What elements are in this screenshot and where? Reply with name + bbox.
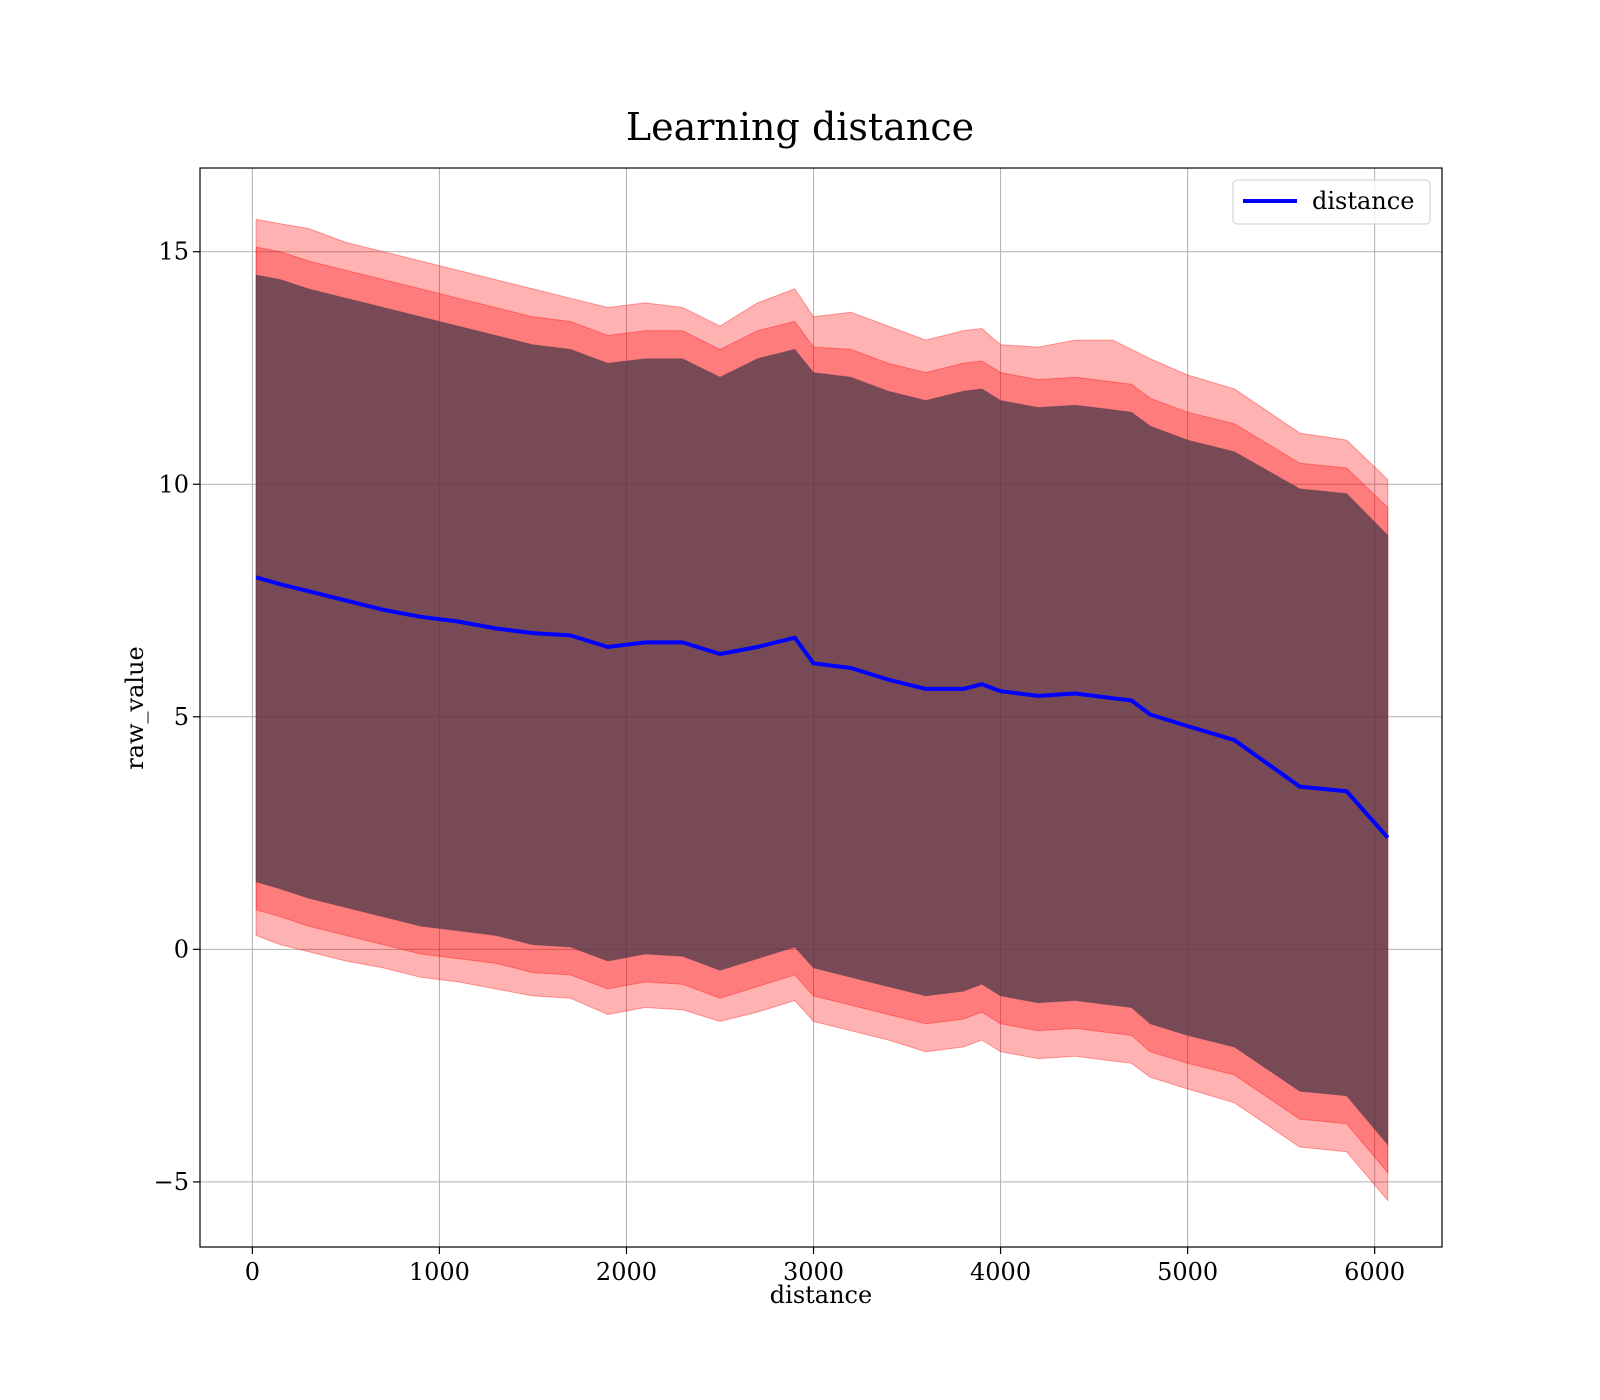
x-axis: 0 1000 2000 3000 4000 5000 6000 [245,1247,1405,1286]
series-line-distance [255,575,1390,840]
x-axis-label: distance [770,1281,872,1309]
x-tick-label: 4000 [970,1258,1031,1286]
y-axis-label: raw_value [121,646,149,770]
y-tick-label: 10 [158,470,189,498]
y-tick-label: 0 [174,935,189,963]
x-tick-label: 3000 [783,1258,844,1286]
series-lines [255,575,1390,840]
x-tick-label: 6000 [1344,1258,1405,1286]
legend-entry-distance: distance [1312,187,1414,215]
x-tick-label: 2000 [596,1258,657,1286]
band-inner [255,274,1389,1147]
y-tick-label: −5 [154,1168,189,1196]
plot-frame [199,167,1443,1248]
confidence-bands [255,218,1389,1202]
x-tick-label: 0 [245,1258,260,1286]
y-tick-label: 15 [158,238,189,266]
y-tick-label: 5 [174,703,189,731]
x-tick-label: 1000 [409,1258,470,1286]
legend-box [1232,179,1431,225]
chart-title: Learning distance [626,105,974,149]
y-axis: −5 0 5 10 15 [154,238,200,1196]
legend: distance [1232,179,1431,225]
x-tick-label: 5000 [1157,1258,1218,1286]
